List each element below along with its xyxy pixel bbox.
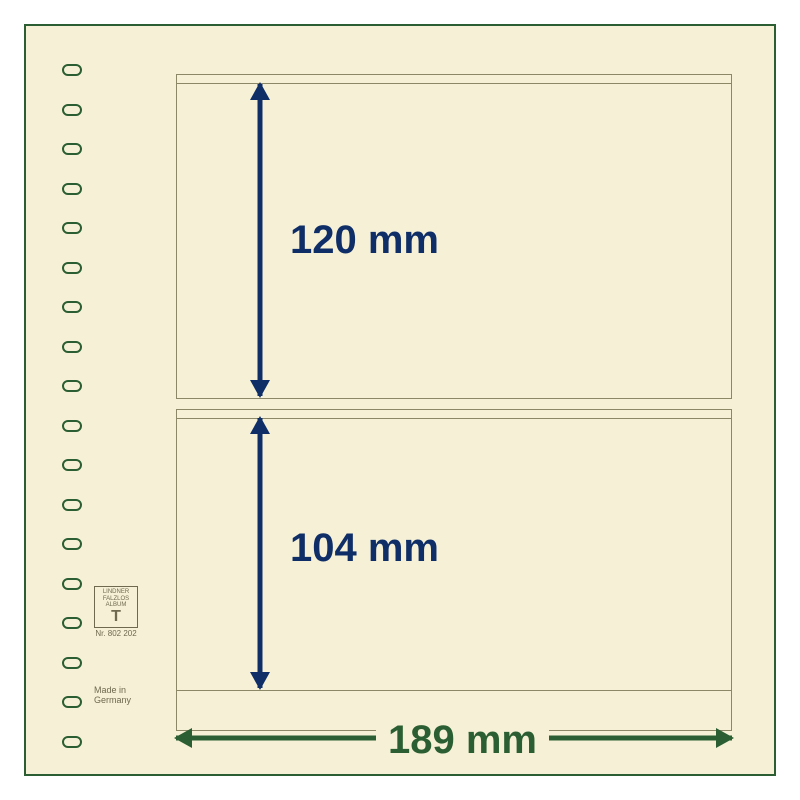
punch-hole: [62, 696, 82, 708]
punch-hole: [62, 617, 82, 629]
punch-hole: [62, 341, 82, 353]
punch-hole-column: [26, 26, 116, 774]
brand-line1: LINDNER: [96, 589, 136, 596]
dimension-label-pocket2: 104 mm: [290, 526, 439, 571]
punch-hole: [62, 183, 82, 195]
punch-hole: [62, 578, 82, 590]
punch-hole: [62, 657, 82, 669]
brand-frame: LINDNER FALZLOS ALBUM T: [94, 586, 138, 628]
dimension-label-pocket1: 120 mm: [290, 218, 439, 263]
made-in-line2: Germany: [94, 696, 131, 706]
punch-hole: [62, 64, 82, 76]
brand-big-letter: T: [96, 609, 136, 625]
brand-product-number: Nr. 802 202: [94, 630, 138, 639]
dimension-arrow-pocket1: [240, 74, 280, 406]
punch-hole: [62, 459, 82, 471]
brand-block: LINDNER FALZLOS ALBUM T Nr. 802 202: [94, 586, 138, 639]
dimension-arrow-pocket2: [240, 408, 280, 698]
punch-hole: [62, 143, 82, 155]
punch-hole: [62, 380, 82, 392]
album-page: 120 mm 104 mm 189 mm LINDNER FALZLOS ALB…: [24, 24, 776, 776]
punch-hole: [62, 104, 82, 116]
punch-hole: [62, 262, 82, 274]
punch-hole: [62, 499, 82, 511]
made-in-label: Made in Germany: [94, 686, 131, 706]
punch-hole: [62, 222, 82, 234]
punch-hole: [62, 301, 82, 313]
dimension-label-width: 189 mm: [376, 718, 549, 763]
punch-hole: [62, 736, 82, 748]
punch-hole: [62, 420, 82, 432]
brand-line2: FALZLOS: [96, 596, 136, 603]
punch-hole: [62, 538, 82, 550]
